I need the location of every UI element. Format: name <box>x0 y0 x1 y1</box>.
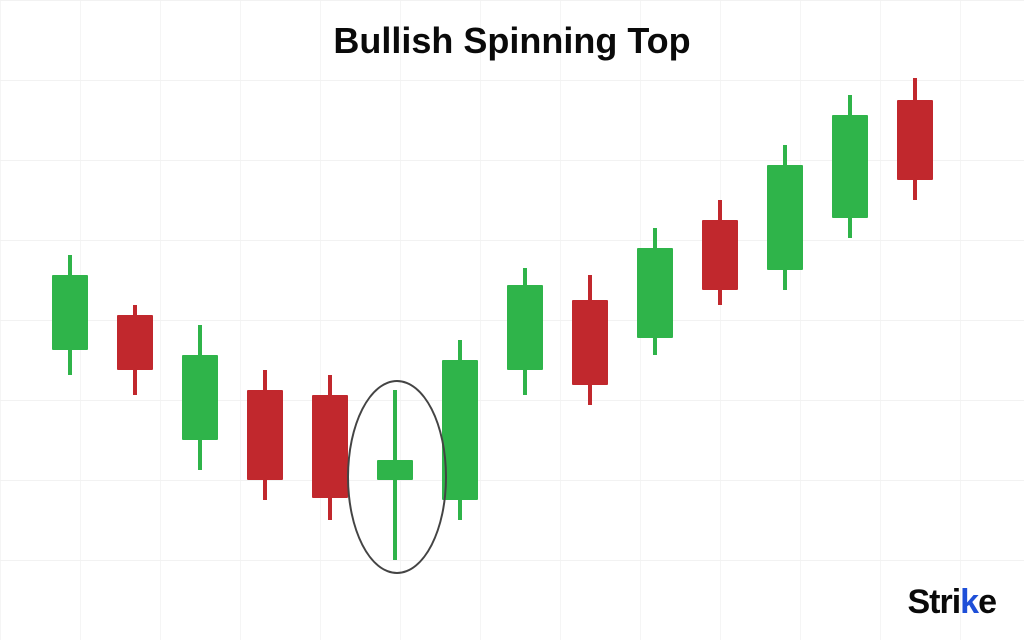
brand-accent: k <box>960 583 978 621</box>
candle-body <box>312 395 348 498</box>
candle-6 <box>442 0 478 640</box>
candle-9 <box>637 0 673 640</box>
candle-body <box>702 220 738 290</box>
candle-body <box>507 285 543 370</box>
candle-body <box>442 360 478 500</box>
candle-1 <box>117 0 153 640</box>
candle-body <box>572 300 608 385</box>
candle-8 <box>572 0 608 640</box>
brand-prefix: Stri <box>907 583 960 621</box>
candle-body <box>767 165 803 270</box>
candle-3 <box>247 0 283 640</box>
candle-body <box>247 390 283 480</box>
candle-body <box>117 315 153 370</box>
candle-10 <box>702 0 738 640</box>
candle-body <box>52 275 88 350</box>
candle-7 <box>507 0 543 640</box>
spinning-top-highlight <box>347 380 447 574</box>
chart-stage: Bullish Spinning Top Strike <box>0 0 1024 640</box>
candle-13 <box>897 0 933 640</box>
candle-11 <box>767 0 803 640</box>
candle-0 <box>52 0 88 640</box>
brand-logo: Strike <box>907 583 996 622</box>
candle-12 <box>832 0 868 640</box>
candle-body <box>897 100 933 180</box>
candle-2 <box>182 0 218 640</box>
candle-body <box>182 355 218 440</box>
candle-4 <box>312 0 348 640</box>
candle-body <box>637 248 673 338</box>
candle-body <box>832 115 868 218</box>
brand-suffix: e <box>978 583 996 621</box>
